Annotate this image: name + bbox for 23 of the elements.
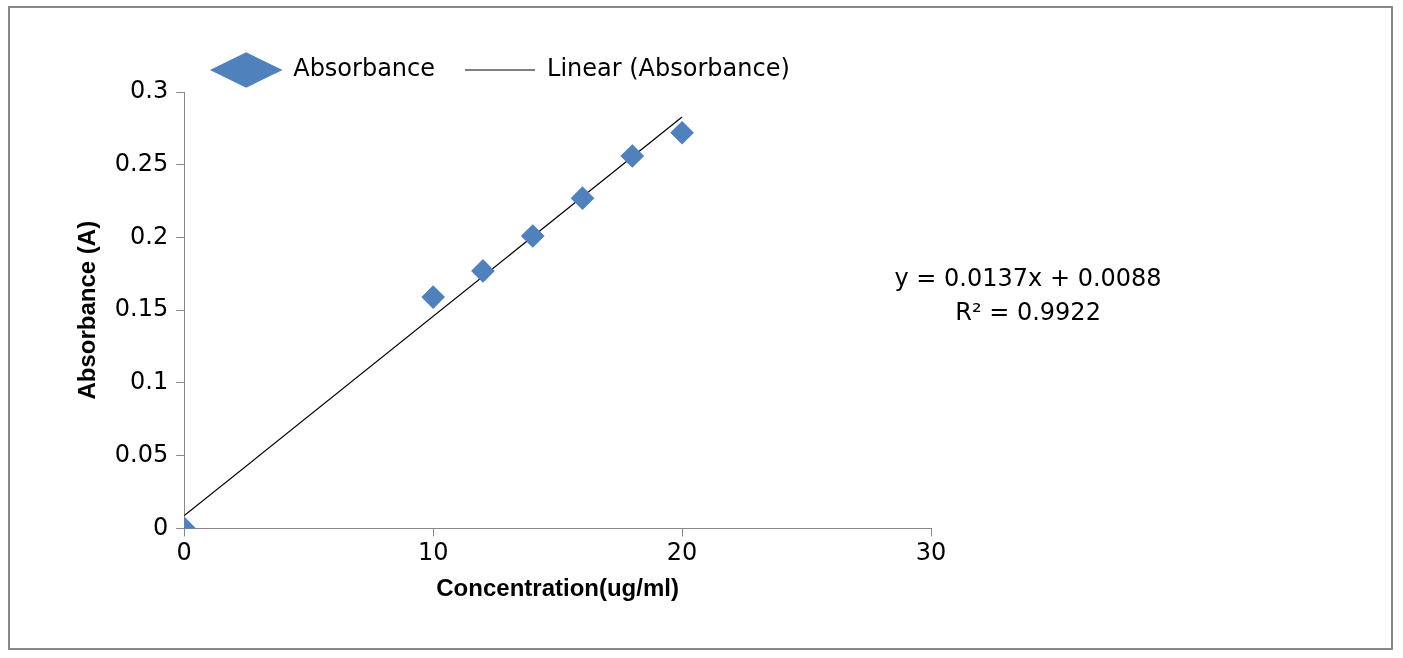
legend-label: Linear (Absorbance): [547, 54, 790, 83]
x-tick-label: 20: [666, 538, 698, 567]
point: [620, 144, 644, 168]
x-tick-label: 10: [417, 538, 449, 567]
x-tick-label: 30: [915, 538, 947, 567]
x-tick-label: 0: [176, 538, 192, 567]
y-axis-title: Absorbance (A): [73, 220, 101, 400]
point: [521, 224, 545, 248]
y-tick-label: 0.3: [130, 76, 169, 105]
y-tick-label: 0: [152, 512, 169, 541]
y-tick-label: 0.1: [130, 367, 169, 396]
point: [570, 186, 595, 210]
point: [670, 121, 694, 145]
y-tick-label: 0.25: [114, 148, 169, 177]
y-tick-label: 0.15: [114, 294, 169, 323]
point: [471, 259, 495, 283]
legend-label: Absorbance: [293, 54, 436, 83]
text: R² = 0.9922: [955, 297, 1101, 326]
y-tick-label: 0.2: [130, 221, 169, 250]
annotation: y = 0.0137x + 0.0088: [894, 263, 1162, 292]
point: [421, 285, 445, 309]
x-axis-title: Concentration(ug/ml): [436, 574, 679, 602]
y-tick-label: 0.05: [114, 439, 169, 468]
